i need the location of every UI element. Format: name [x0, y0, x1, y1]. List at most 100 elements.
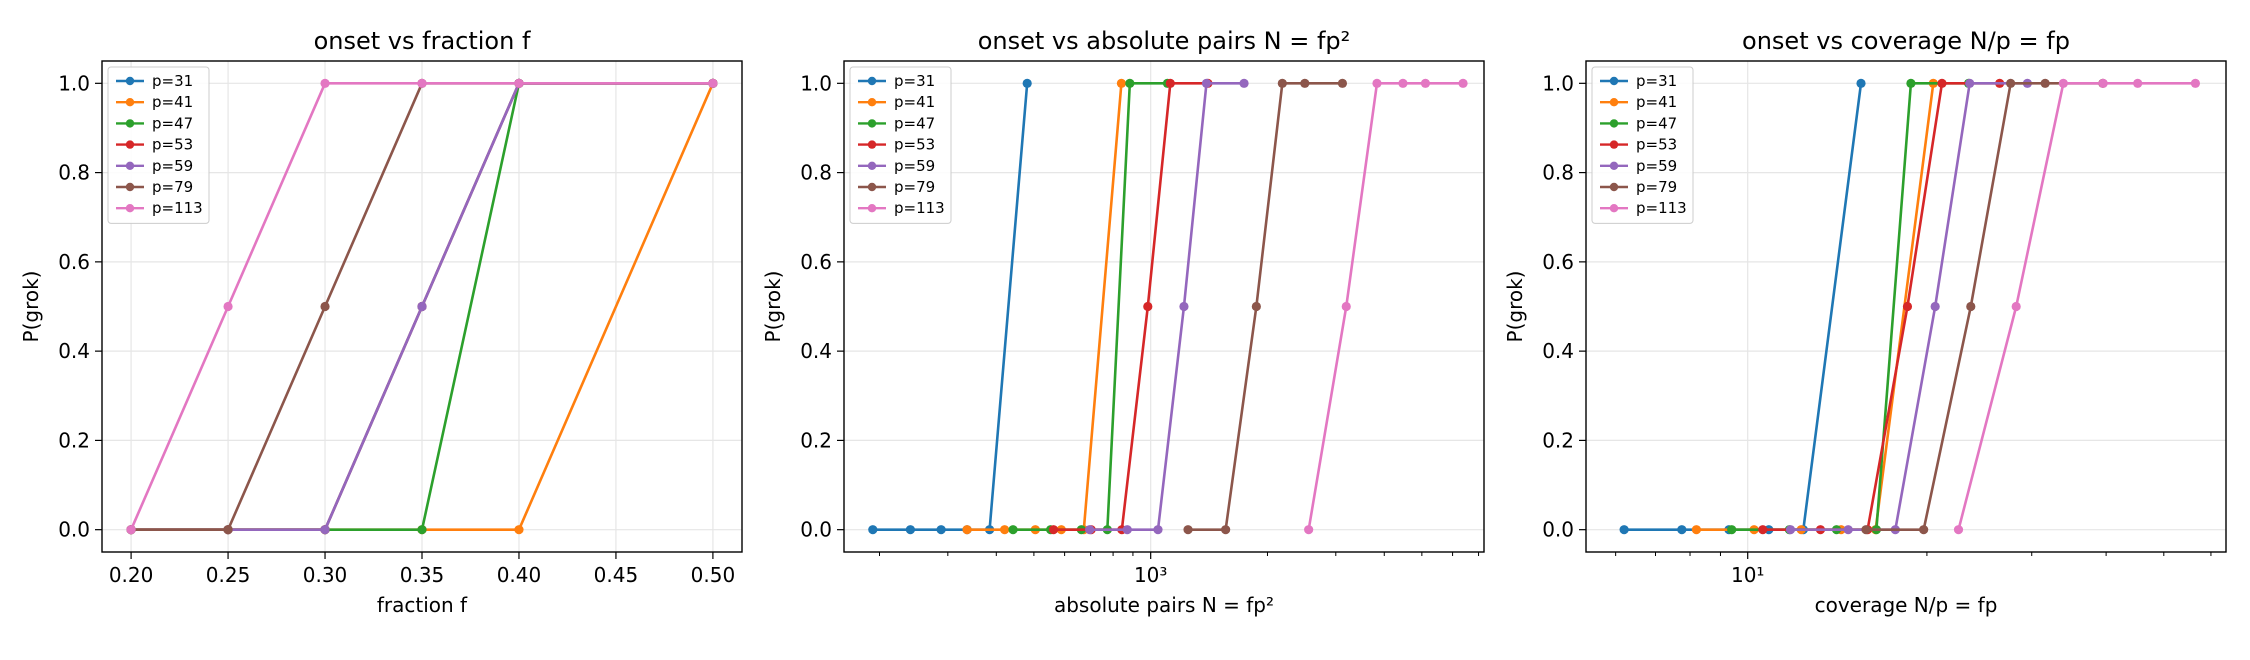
y-tick-label: 0.4	[800, 339, 832, 363]
series-line	[1188, 82, 1343, 531]
legend-marker	[867, 204, 877, 213]
chart-panel-2: 10³ 0.0 0.2 0.4 0.6 0.8 1.0 onset vs absolute p…	[761, 27, 1485, 617]
y-tick-label: 0.8	[1542, 161, 1574, 185]
y-tick-label: 0.0	[58, 518, 90, 542]
y-tick-label: 0.8	[800, 161, 832, 185]
legend-marker	[1609, 204, 1619, 213]
legend: p=31 p=41 p=47 p=53 p=59 p=79 p=113	[1591, 66, 1694, 224]
legend-marker	[125, 182, 135, 192]
x-tick-label: 0.35	[400, 563, 445, 587]
legend-label: p=47	[894, 114, 935, 132]
legend: p=31 p=41 p=47 p=53 p=59 p=79 p=113	[107, 66, 210, 224]
data-point	[1843, 525, 1853, 535]
legend-item: p=47	[116, 114, 193, 132]
y-tick-label: 1.0	[1542, 71, 1574, 95]
legend-label: p=53	[152, 136, 193, 154]
legend-marker	[1609, 182, 1619, 192]
legend-marker	[867, 76, 877, 86]
data-point	[223, 301, 233, 312]
y-axis-label: P(grok)	[1503, 271, 1527, 343]
legend-item: p=79	[858, 178, 935, 196]
series-p=113	[126, 78, 718, 535]
y-tick-label: 0.6	[58, 250, 90, 274]
series-line	[1790, 82, 2028, 531]
legend-item: p=47	[1600, 114, 1677, 132]
data-point	[1251, 301, 1261, 312]
x-tick-label: 0.45	[594, 563, 639, 587]
series-line	[1957, 82, 2196, 531]
legend-marker	[125, 98, 135, 107]
legend-marker	[867, 182, 877, 192]
legend-box	[1591, 66, 1694, 224]
data-point	[1966, 301, 1976, 312]
data-point	[708, 78, 718, 88]
legend-item: p=113	[116, 199, 203, 217]
legend-label: p=31	[152, 72, 193, 90]
legend-label: p=59	[1636, 157, 1677, 175]
y-tick-label: 0.4	[1542, 339, 1574, 363]
series-p=41	[962, 78, 1127, 535]
legend-label: p=113	[1636, 199, 1687, 217]
x-tick-label: 0.30	[303, 563, 348, 587]
data-point	[1201, 78, 1212, 88]
x-tick-label: 0.20	[109, 563, 154, 587]
data-point	[1953, 525, 1964, 535]
data-point	[1856, 78, 1866, 88]
legend-item: p=41	[116, 93, 193, 111]
data-point	[1861, 525, 1871, 535]
data-point	[1372, 78, 1382, 88]
legend-marker	[125, 76, 135, 86]
legend-item: p=79	[1600, 178, 1677, 196]
data-point	[1902, 301, 1913, 312]
series-line	[1696, 83, 1935, 531]
legend-item: p=113	[858, 199, 945, 217]
legend-marker	[1609, 161, 1619, 170]
plot-frame	[843, 60, 1485, 553]
legend-item: p=31	[1600, 72, 1677, 90]
series-line	[1053, 82, 1208, 531]
data-point	[1183, 525, 1193, 535]
legend-item: p=47	[858, 114, 935, 132]
data-point	[2133, 78, 2143, 88]
data-point	[1906, 78, 1916, 88]
data-point	[1727, 525, 1737, 535]
series-p=31	[868, 78, 1032, 535]
data-point	[1221, 525, 1231, 535]
data-point	[417, 525, 427, 535]
x-tick-label: 10¹	[1731, 563, 1764, 587]
x-tick-label: 0.25	[206, 563, 251, 587]
data-point	[1758, 525, 1768, 535]
series-line	[967, 83, 1123, 531]
data-point	[2040, 78, 2050, 88]
legend-item: p=53	[1600, 136, 1677, 154]
legend-label: p=79	[1636, 178, 1677, 196]
series-p=113	[1304, 78, 1468, 535]
legend-item: p=113	[1600, 199, 1687, 217]
data-point	[1116, 78, 1127, 88]
y-tick-label: 0.2	[58, 428, 90, 452]
data-point	[1165, 78, 1175, 88]
legend-item: p=53	[858, 136, 935, 154]
y-tick-label: 0.6	[800, 250, 832, 274]
data-point	[1143, 301, 1153, 312]
chart-title: onset vs absolute pairs N = fp²	[978, 27, 1351, 55]
x-tick-label: 0.40	[497, 563, 542, 587]
plot-frame	[1585, 60, 2227, 553]
y-tick-label: 0.4	[58, 339, 90, 363]
data-point	[2058, 78, 2068, 88]
legend-marker	[867, 161, 877, 170]
legend-label: p=47	[1636, 114, 1677, 132]
data-point	[1691, 525, 1702, 535]
legend-label: p=79	[894, 178, 935, 196]
series-p=113	[1953, 78, 2200, 535]
data-point	[1239, 78, 1249, 88]
y-tick-label: 0.8	[58, 161, 90, 185]
legend-item: p=41	[1600, 93, 1677, 111]
data-point	[905, 525, 915, 535]
legend-label: p=53	[894, 136, 935, 154]
legend-marker	[125, 140, 135, 149]
legend-marker	[867, 98, 877, 107]
legend-item: p=59	[116, 157, 193, 175]
data-point	[962, 525, 972, 535]
data-point	[1965, 78, 1975, 88]
